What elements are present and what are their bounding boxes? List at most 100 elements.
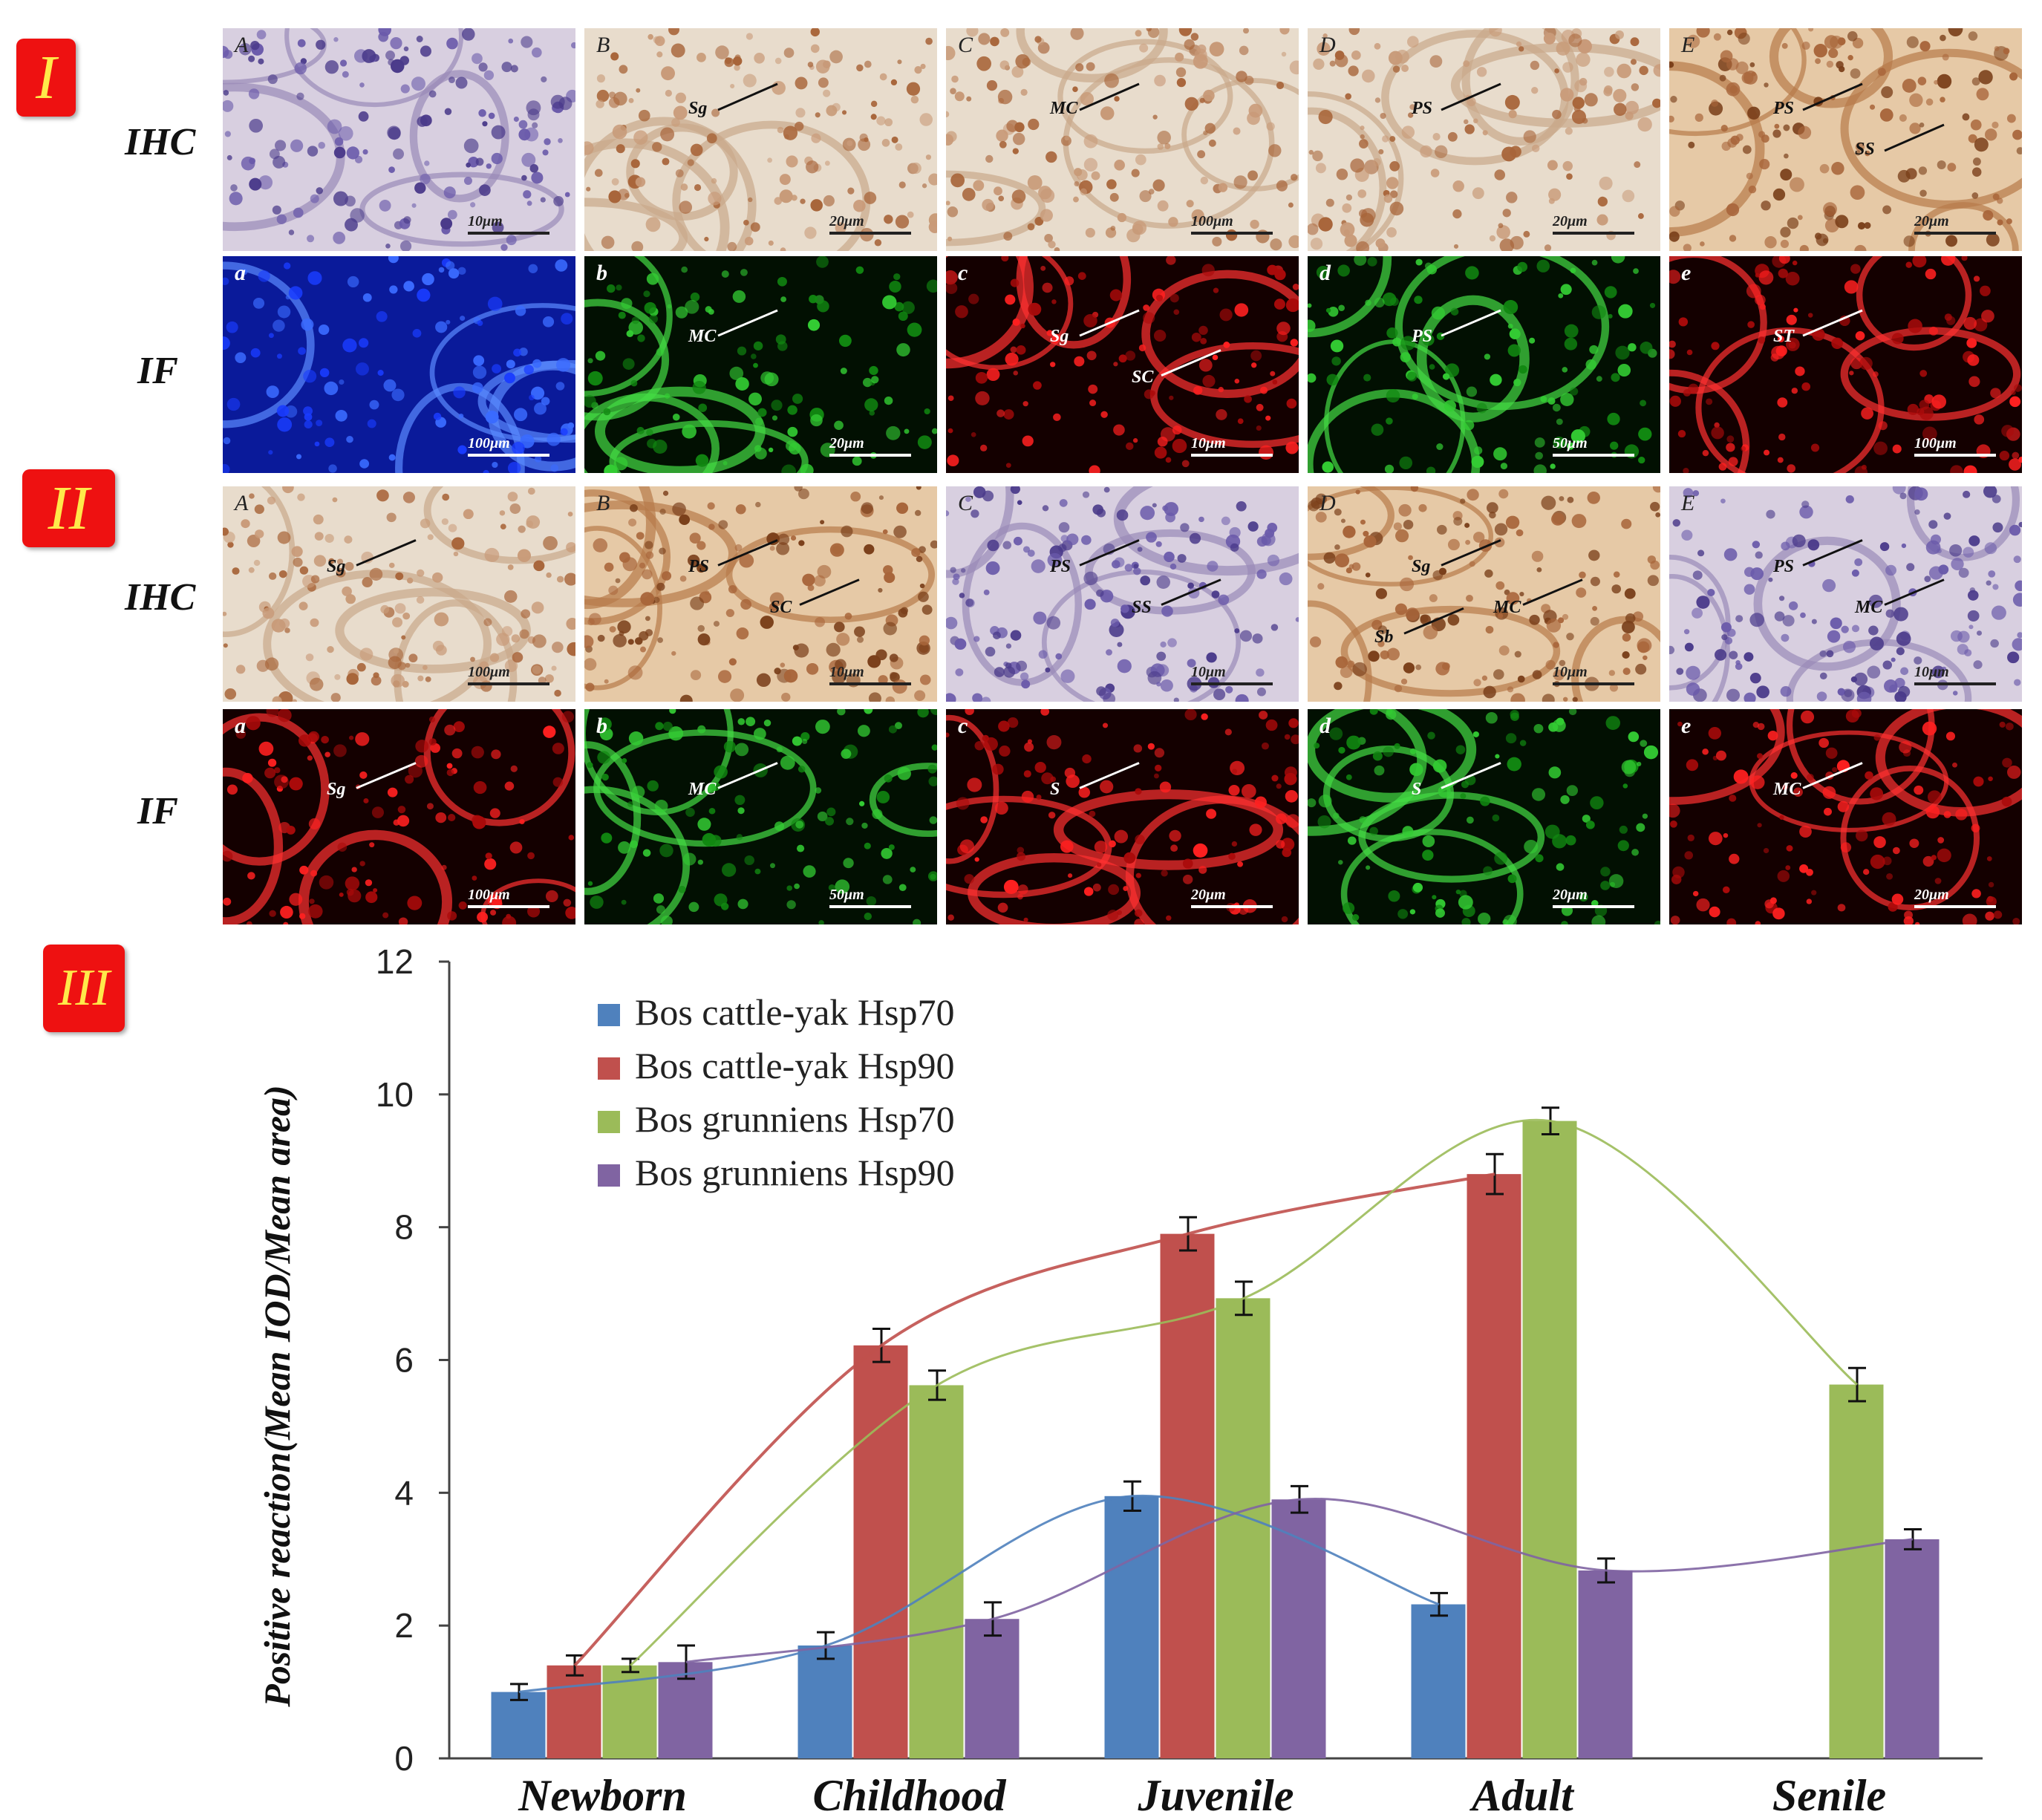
cell-nucleus: [223, 850, 233, 862]
cell-nucleus: [1777, 870, 1790, 882]
cell-nucleus: [1967, 610, 1980, 622]
cell-nucleus: [678, 885, 686, 893]
cell-nucleus: [792, 645, 799, 651]
cell-nucleus: [1937, 837, 1945, 844]
tubule-outline: [1669, 28, 1807, 137]
micrograph-panel-II-e: e MC 20μm: [1669, 709, 2022, 924]
cell-nucleus: [1881, 86, 1893, 99]
cell-nucleus: [1993, 910, 2003, 919]
cell-nucleus: [811, 133, 821, 143]
cell-nucleus: [1108, 884, 1120, 896]
cell-nucleus: [1409, 909, 1416, 915]
cell-nucleus: [310, 194, 319, 203]
cell-nucleus: [1790, 772, 1798, 779]
cell-nucleus: [634, 637, 643, 645]
cell-nucleus: [1533, 464, 1547, 473]
cell-nucleus: [1342, 902, 1355, 914]
cell-nucleus: [1729, 795, 1737, 802]
cell-nucleus: [1896, 647, 1905, 656]
cell-nucleus: [1882, 856, 1892, 866]
cell-nucleus: [441, 518, 448, 525]
cell-nucleus: [985, 154, 994, 163]
annotation-label: MC: [1493, 598, 1521, 617]
cell-nucleus: [1489, 28, 1502, 37]
cell-nucleus: [443, 186, 456, 199]
cell-nucleus: [777, 276, 787, 287]
cell-nucleus: [1133, 564, 1138, 569]
cell-nucleus: [846, 818, 854, 826]
tubule-outline: [1907, 486, 2020, 561]
cell-nucleus: [258, 270, 270, 282]
cell-nucleus: [1562, 367, 1568, 373]
cell-nucleus: [1566, 173, 1573, 180]
cell-nucleus: [1585, 359, 1596, 371]
cell-nucleus: [1562, 697, 1568, 702]
bar-2-2: [1216, 1298, 1270, 1758]
cell-nucleus: [1779, 815, 1784, 820]
cell-nucleus: [1561, 921, 1568, 924]
cell-nucleus: [324, 534, 334, 543]
cell-nucleus: [986, 368, 1000, 382]
cell-nucleus: [1934, 878, 1942, 884]
cell-nucleus: [1218, 594, 1230, 605]
cell-nucleus: [463, 138, 479, 154]
cell-nucleus: [334, 137, 344, 146]
cell-nucleus: [1919, 122, 1925, 128]
cell-nucleus: [1909, 93, 1923, 108]
cell-nucleus: [470, 656, 475, 662]
cell-nucleus: [1484, 569, 1493, 578]
cell-nucleus: [1483, 866, 1493, 875]
cell-nucleus: [754, 868, 761, 875]
cell-nucleus: [780, 247, 786, 251]
cell-nucleus: [985, 647, 996, 657]
tubule-outline: [1461, 28, 1579, 146]
cell-nucleus: [348, 889, 362, 903]
cell-nucleus: [1694, 113, 1703, 123]
cell-nucleus: [1619, 825, 1628, 834]
cell-nucleus: [687, 554, 700, 567]
cell-nucleus: [1271, 774, 1279, 782]
cell-nucleus: [269, 910, 276, 917]
cell-nucleus: [1133, 567, 1141, 575]
cell-nucleus: [1909, 838, 1919, 848]
cell-nucleus: [1154, 748, 1165, 758]
cell-nucleus: [524, 127, 539, 142]
cell-nucleus: [358, 111, 369, 122]
cell-nucleus: [1831, 162, 1844, 175]
cell-nucleus: [1132, 438, 1138, 443]
tubule-outline: [1057, 39, 1233, 154]
cell-nucleus: [246, 716, 261, 731]
cell-nucleus: [1164, 502, 1179, 517]
cell-nucleus: [1976, 88, 1989, 101]
annotation-arrow: [717, 309, 778, 337]
scale-bar-line: [1553, 232, 1634, 235]
cell-nucleus: [1729, 853, 1740, 864]
cell-nucleus: [402, 612, 411, 620]
cell-nucleus: [379, 199, 391, 212]
cell-nucleus: [959, 593, 965, 598]
cell-nucleus: [1572, 697, 1578, 702]
cell-nucleus: [1553, 642, 1559, 648]
cell-nucleus: [790, 535, 797, 541]
cell-nucleus: [324, 751, 330, 757]
cell-nucleus: [1726, 435, 1735, 443]
cell-nucleus: [1780, 226, 1791, 238]
cell-nucleus: [671, 118, 680, 127]
cell-nucleus: [2012, 451, 2020, 460]
cell-nucleus: [1914, 656, 1922, 665]
cell-nucleus: [661, 66, 675, 81]
cell-nucleus: [714, 765, 728, 779]
cell-nucleus: [1233, 127, 1241, 135]
cell-nucleus: [339, 893, 344, 897]
cell-nucleus: [276, 353, 282, 359]
cell-nucleus: [268, 572, 277, 580]
cell-nucleus: [1279, 28, 1290, 35]
cell-nucleus: [223, 277, 229, 286]
cell-nucleus: [486, 163, 492, 169]
cell-nucleus: [365, 879, 373, 887]
cell-nucleus: [1066, 533, 1079, 546]
row-label-II-ihc: IHC: [125, 576, 196, 619]
cell-nucleus: [1592, 606, 1598, 611]
scale-bar: 100μm: [1191, 213, 1273, 235]
cell-nucleus: [990, 36, 999, 47]
